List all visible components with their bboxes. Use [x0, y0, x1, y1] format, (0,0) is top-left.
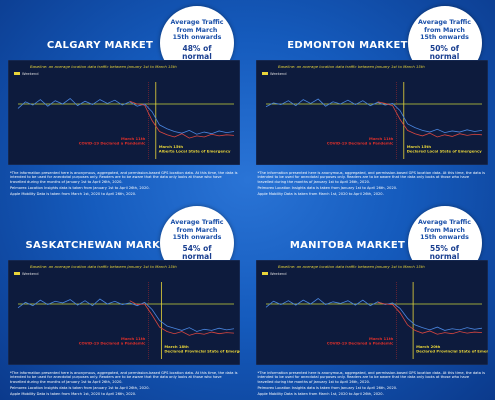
- footnote: Pelmorex Location Insights data is taken…: [10, 185, 150, 190]
- event-text: COVID-19 Declared a Pandemic: [326, 141, 393, 146]
- market-panel: MANITOBA MARKET Average Traffic from Marc…: [248, 200, 495, 400]
- footnotes: *The information presented here is anony…: [10, 171, 238, 198]
- footnote: Pelmorex Location Insights data is taken…: [257, 185, 398, 190]
- panel-title: CALGARY MARKET: [46, 40, 154, 51]
- panel-title: MANITOBA MARKET: [289, 240, 406, 251]
- legend-label: Weekend: [22, 72, 39, 76]
- badge-heading: Average Traffic from March 15th onwards: [417, 219, 472, 241]
- traffic-line: [129, 100, 235, 139]
- event-text: Declared Local State of Emergency: [406, 149, 481, 154]
- traffic-line: [17, 298, 235, 332]
- footnote: Pelmorex Location Insights data is taken…: [257, 385, 398, 390]
- footnotes: *The information presented here is anony…: [258, 371, 486, 398]
- event-text: COVID-19 Declared a Pandemic: [79, 341, 146, 346]
- panel-title: EDMONTON MARKET: [287, 40, 408, 51]
- badge-heading: Average Traffic from March 15th onwards: [170, 219, 224, 241]
- traffic-chart: Baseline: an average location data traff…: [8, 60, 240, 165]
- event-text: Declared Provincial State of Emergency: [164, 349, 240, 354]
- chart-background: [8, 260, 240, 365]
- traffic-chart: Baseline: an average location data traff…: [255, 260, 488, 365]
- footnote: Pelmorex Location Insights data is taken…: [10, 385, 150, 390]
- event-text: COVID-19 Declared a Pandemic: [79, 141, 146, 146]
- traffic-line: [129, 300, 235, 336]
- event-text: Declared Provincial State of Emergency: [416, 349, 488, 354]
- footnote: *The information presented here is anony…: [10, 171, 238, 184]
- footnote: *The information presented here is anony…: [257, 371, 486, 384]
- event-date: March 11th: [369, 336, 394, 341]
- footnotes: *The information presented here is anony…: [10, 371, 238, 398]
- legend-swatch: [14, 72, 20, 75]
- chart-subtitle: Baseline: an average location data traff…: [30, 264, 177, 269]
- legend-label: Weekend: [22, 272, 39, 276]
- chart-background: [255, 260, 488, 365]
- chart-background: [8, 60, 240, 165]
- legend-swatch: [14, 272, 20, 275]
- market-panel: CALGARY MARKET Average Traffic from March…: [0, 0, 247, 200]
- legend-label: Weekend: [270, 72, 287, 76]
- legend-label: Weekend: [270, 272, 287, 276]
- event-date: March 15th: [159, 144, 184, 149]
- chart-subtitle: Baseline: an average location data traff…: [30, 64, 177, 69]
- footnote: Apple Mobility Data is taken from March …: [257, 391, 384, 396]
- market-panel: EDMONTON MARKET Average Traffic from Marc…: [248, 0, 495, 200]
- event-date: March 11th: [369, 136, 394, 141]
- event-date: March 11th: [121, 336, 146, 341]
- traffic-line: [377, 101, 482, 138]
- chart-subtitle: Baseline: an average location data traff…: [278, 264, 425, 269]
- event-date: March 18th: [164, 344, 189, 349]
- traffic-line: [265, 98, 482, 134]
- footnote: Apple Mobility Data is taken from March …: [10, 191, 137, 196]
- footnotes: *The information presented here is anony…: [258, 171, 486, 198]
- footnote: Apple Mobility Data is taken from March …: [257, 191, 384, 196]
- panel-title: SASKATCHEWAN MARKET: [25, 240, 175, 251]
- footnote: *The information presented here is anony…: [257, 171, 486, 184]
- event-date: March 11th: [121, 136, 146, 141]
- traffic-line: [17, 97, 235, 135]
- traffic-line: [377, 301, 482, 335]
- traffic-line: [265, 297, 482, 331]
- footnote: *The information presented here is anony…: [10, 371, 238, 384]
- badge-heading: Average Traffic from March 15th onwards: [417, 19, 472, 41]
- event-date: March 15th: [406, 144, 431, 149]
- event-date: March 20th: [416, 344, 441, 349]
- legend-swatch: [261, 72, 268, 75]
- badge-heading: Average Traffic from March 15th onwards: [170, 19, 224, 41]
- legend-swatch: [261, 272, 268, 275]
- market-panel: SASKATCHEWAN MARKET Average Traffic from …: [0, 200, 247, 400]
- event-text: Alberta Local State of Emergency: [159, 149, 231, 154]
- event-text: COVID-19 Declared a Pandemic: [326, 341, 393, 346]
- footnote: Apple Mobility Data is taken from March …: [10, 391, 137, 396]
- chart-background: [255, 60, 488, 165]
- chart-subtitle: Baseline: an average location data traff…: [278, 64, 425, 69]
- traffic-chart: Baseline: an average location data traff…: [255, 60, 488, 165]
- traffic-chart: Baseline: an average location data traff…: [8, 260, 240, 365]
